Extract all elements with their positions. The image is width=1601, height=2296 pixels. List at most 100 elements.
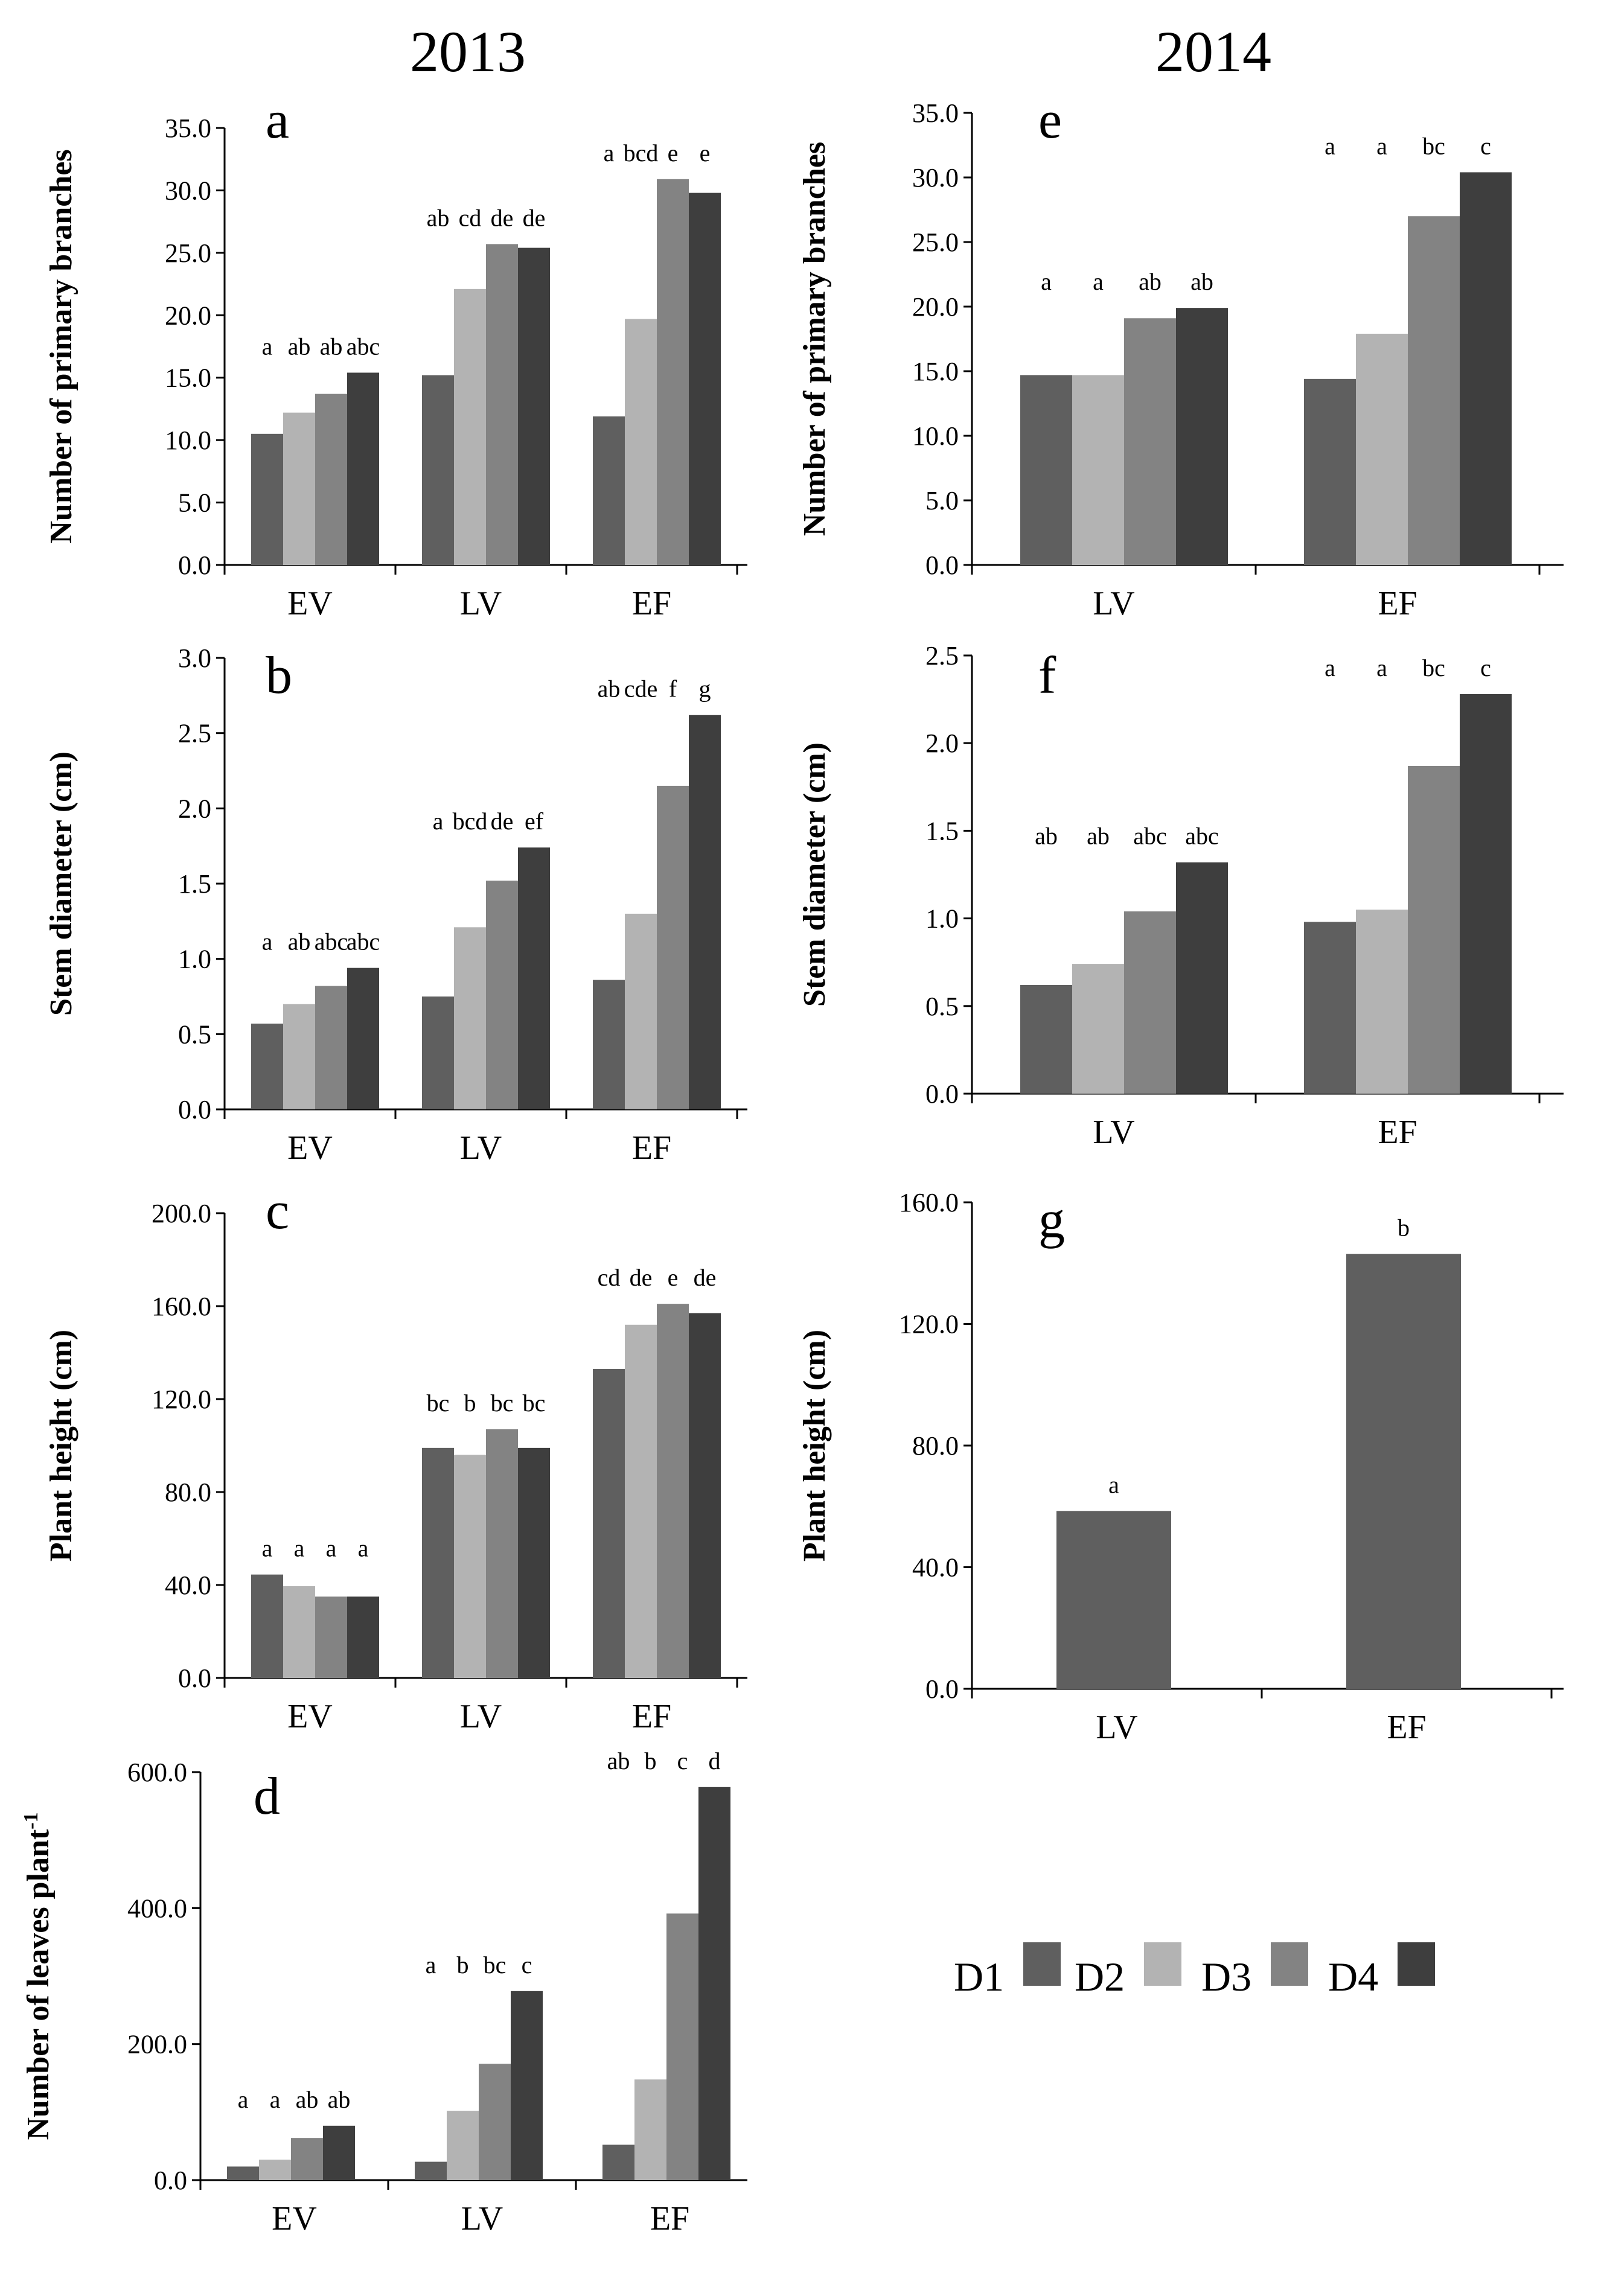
- y-tick-label-g: 40.0: [912, 1553, 959, 1583]
- significance-label-a: abc: [347, 333, 380, 360]
- y-axis-label-g: Plant height (cm): [797, 1330, 832, 1561]
- y-tick-label-e: 5.0: [925, 486, 959, 515]
- y-tick-label-d: 400.0: [127, 1893, 187, 1923]
- bar-d-EF-D3: [666, 1913, 698, 2180]
- significance-label-b: g: [699, 675, 711, 703]
- y-tick-label-g: 120.0: [899, 1310, 959, 1339]
- bar-d-EV-D4: [323, 2125, 355, 2180]
- bar-f-LV-D3: [1124, 911, 1176, 1094]
- significance-label-d: d: [709, 1747, 721, 1775]
- bar-a-EF-D3: [657, 179, 689, 566]
- y-axis-label-c: Plant height (cm): [44, 1330, 78, 1561]
- significance-label-c: de: [630, 1264, 653, 1291]
- panel-letter-c: c: [266, 1182, 289, 1240]
- bar-e-LV-D4: [1176, 308, 1228, 565]
- significance-label-f: abc: [1133, 823, 1167, 850]
- significance-label-d: ab: [296, 2086, 319, 2113]
- bar-f-LV-D2: [1072, 964, 1124, 1094]
- category-label-d: EV: [272, 2200, 317, 2237]
- significance-label-b: ef: [525, 808, 544, 835]
- legend-label-D4: D4: [1328, 1954, 1378, 2000]
- bar-e-LV-D1: [1020, 375, 1072, 565]
- bar-c-EF-D1: [593, 1368, 625, 1678]
- bar-d-LV-D2: [447, 2111, 479, 2180]
- bar-d-EV-D3: [291, 2138, 323, 2180]
- category-label-e: EF: [1378, 585, 1417, 622]
- significance-label-c: bc: [523, 1389, 546, 1417]
- y-tick-label-c: 40.0: [165, 1571, 211, 1600]
- significance-label-a: de: [491, 204, 514, 231]
- bar-f-LV-D4: [1176, 862, 1228, 1094]
- bar-d-LV-D1: [415, 2161, 447, 2180]
- category-label-f: LV: [1093, 1114, 1135, 1151]
- category-label-c: EV: [287, 1698, 333, 1735]
- significance-label-c: a: [358, 1535, 369, 1562]
- y-tick-label-b: 2.5: [178, 719, 211, 748]
- y-tick-label-a: 30.0: [165, 176, 211, 205]
- category-label-c: EF: [632, 1698, 671, 1735]
- significance-label-e: a: [1093, 268, 1104, 295]
- y-tick-label-a: 15.0: [165, 363, 211, 393]
- y-tick-label-c: 200.0: [152, 1199, 211, 1228]
- panel-letter-a: a: [266, 91, 289, 150]
- y-tick-label-c: 160.0: [152, 1292, 211, 1321]
- y-tick-label-e: 25.0: [912, 228, 959, 257]
- significance-label-c: cd: [598, 1264, 621, 1291]
- significance-label-f: abc: [1185, 823, 1219, 850]
- bar-c-EV-D1: [251, 1574, 283, 1678]
- significance-label-b: f: [669, 675, 677, 703]
- bar-a-LV-D2: [454, 289, 486, 565]
- y-axis-label-e: Number of primary branches: [797, 142, 832, 536]
- bar-f-EF-D2: [1356, 910, 1408, 1094]
- category-label-f: EF: [1378, 1114, 1417, 1151]
- significance-label-f: bc: [1422, 654, 1445, 681]
- category-label-d: EF: [650, 2200, 689, 2237]
- panel-letter-e: e: [1038, 91, 1062, 150]
- legend-swatch-D3: [1271, 1942, 1308, 1986]
- bar-b-EV-D3: [315, 986, 347, 1109]
- significance-label-a: ab: [320, 333, 343, 360]
- bar-e-EF-D2: [1356, 333, 1408, 565]
- significance-label-e: ab: [1190, 268, 1213, 295]
- significance-label-f: a: [1376, 654, 1387, 681]
- significance-label-b: a: [433, 808, 444, 835]
- bar-b-LV-D1: [422, 997, 454, 1109]
- y-tick-label-a: 20.0: [165, 301, 211, 330]
- bar-a-EF-D2: [625, 319, 657, 565]
- significance-label-b: bcd: [453, 808, 488, 835]
- charts-group: a0.05.010.015.020.025.030.035.0EV LV EFa ab…: [20, 91, 1564, 2237]
- significance-label-e: bc: [1422, 132, 1445, 159]
- y-tick-label-f: 0.0: [925, 1079, 959, 1109]
- significance-label-c: bc: [491, 1389, 514, 1417]
- year-2013-title: 2013: [410, 19, 526, 84]
- bar-c-EV-D4: [347, 1596, 379, 1678]
- y-tick-label-b: 1.0: [178, 945, 211, 974]
- y-tick-label-g: 160.0: [899, 1188, 959, 1217]
- significance-label-a: de: [523, 204, 546, 231]
- bar-c-LV-D1: [422, 1447, 454, 1678]
- y-tick-label-c: 80.0: [165, 1478, 211, 1507]
- significance-label-a: a: [604, 139, 615, 167]
- significance-label-b: cde: [624, 675, 658, 703]
- chart-panel-e: e 0.0 5.0 10.0 15.0 20.0 25.0 30.0 35.0 LV EF a a ab a…: [797, 91, 1564, 622]
- y-tick-label-a: 5.0: [178, 488, 211, 518]
- bar-b-EV-D4: [347, 968, 379, 1109]
- significance-label-e: a: [1325, 132, 1335, 159]
- bar-a-LV-D1: [422, 375, 454, 565]
- y-tick-label-d: 0.0: [154, 2166, 187, 2195]
- bar-b-EF-D3: [657, 785, 689, 1109]
- y-tick-label-f: 1.5: [925, 816, 959, 846]
- bar-b-EV-D2: [283, 1004, 315, 1109]
- panel-letter-f: f: [1038, 646, 1056, 705]
- bar-b-EF-D1: [593, 980, 625, 1109]
- significance-label-f: a: [1325, 654, 1335, 681]
- y-tick-label-c: 0.0: [178, 1663, 211, 1693]
- y-tick-label-d: 600.0: [127, 1758, 187, 1787]
- significance-label-d: c: [677, 1747, 688, 1775]
- y-axis-label-superscript: -1: [20, 1812, 42, 1829]
- bar-b-EF-D4: [689, 715, 721, 1109]
- bar-d-EF-D4: [698, 1787, 730, 2180]
- y-tick-label-b: 3.0: [178, 643, 211, 673]
- y-tick-label-e: 30.0: [912, 163, 959, 193]
